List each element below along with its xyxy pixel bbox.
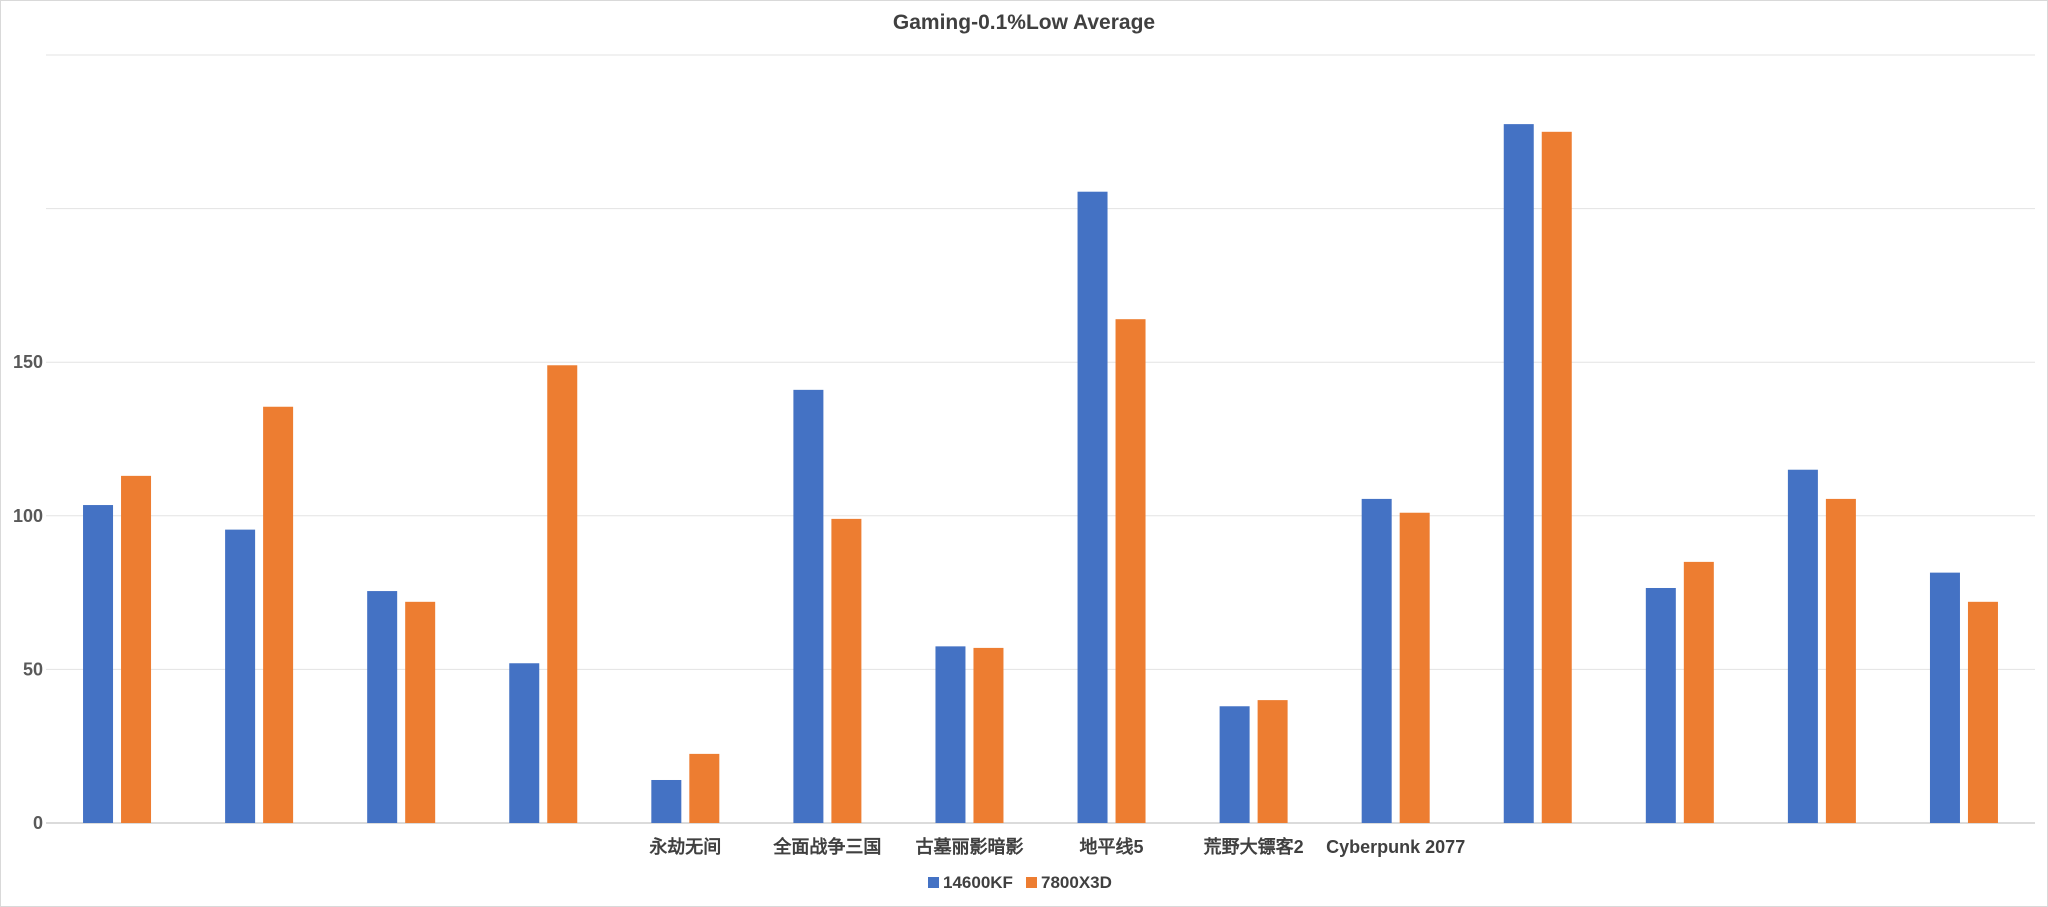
bar-series1 bbox=[651, 779, 682, 823]
labels: 0 50 100 150 永劫无间 全面战争三国 古墓丽影暗影 地平线5 荒野大镖客2 Cyber… bbox=[13, 352, 1465, 857]
bar-series1 bbox=[1077, 191, 1108, 824]
bar-series2 bbox=[1825, 498, 1856, 823]
bar-series2 bbox=[1115, 319, 1146, 823]
bar-series2 bbox=[1541, 131, 1572, 824]
bar-series2 bbox=[1967, 601, 1998, 823]
x-category-label: Cyberpunk 2077 bbox=[1326, 837, 1465, 857]
bar-series2 bbox=[831, 518, 862, 823]
legend: 14600KF 7800X3D bbox=[928, 873, 1112, 892]
bar-series2 bbox=[263, 406, 294, 823]
bar-series1 bbox=[1645, 587, 1676, 823]
bar-series2 bbox=[1399, 512, 1430, 823]
legend-label: 14600KF bbox=[943, 873, 1013, 892]
bar-series2 bbox=[547, 365, 578, 823]
bar-series2 bbox=[1257, 700, 1288, 823]
bar-series1 bbox=[1361, 498, 1392, 823]
gridlines bbox=[46, 54, 2035, 824]
y-tick-label: 150 bbox=[13, 352, 43, 372]
x-category-label: 荒野大镖客2 bbox=[1203, 836, 1304, 857]
bar-series2 bbox=[121, 475, 152, 823]
legend-label: 7800X3D bbox=[1041, 873, 1112, 892]
bar-series1 bbox=[509, 663, 540, 823]
bar-series2 bbox=[1683, 561, 1714, 823]
bar-series1 bbox=[1503, 124, 1534, 824]
bar-series1 bbox=[1219, 706, 1250, 823]
bar-series2 bbox=[973, 647, 1004, 823]
legend-swatch bbox=[928, 877, 939, 888]
bar-series1 bbox=[225, 529, 256, 823]
y-tick-label: 0 bbox=[33, 813, 43, 833]
y-tick-label: 50 bbox=[23, 659, 43, 679]
x-category-label: 古墓丽影暗影 bbox=[915, 836, 1023, 857]
bar-series1 bbox=[935, 646, 966, 823]
y-tick-label: 100 bbox=[13, 506, 43, 526]
x-category-label: 全面战争三国 bbox=[772, 836, 881, 857]
bar-series1 bbox=[1787, 469, 1818, 823]
bars bbox=[83, 124, 1998, 824]
chart-title: Gaming-0.1%Low Average bbox=[893, 11, 1155, 34]
bar-series2 bbox=[405, 601, 436, 823]
bar-series2 bbox=[689, 753, 720, 823]
x-category-label: 地平线5 bbox=[1080, 836, 1144, 857]
x-category-label: 永劫无间 bbox=[648, 836, 721, 857]
legend-swatch bbox=[1026, 877, 1037, 888]
bar-series1 bbox=[83, 505, 114, 823]
bar-series1 bbox=[1929, 572, 1960, 823]
bar-series1 bbox=[367, 591, 398, 823]
bar-series1 bbox=[793, 389, 824, 823]
